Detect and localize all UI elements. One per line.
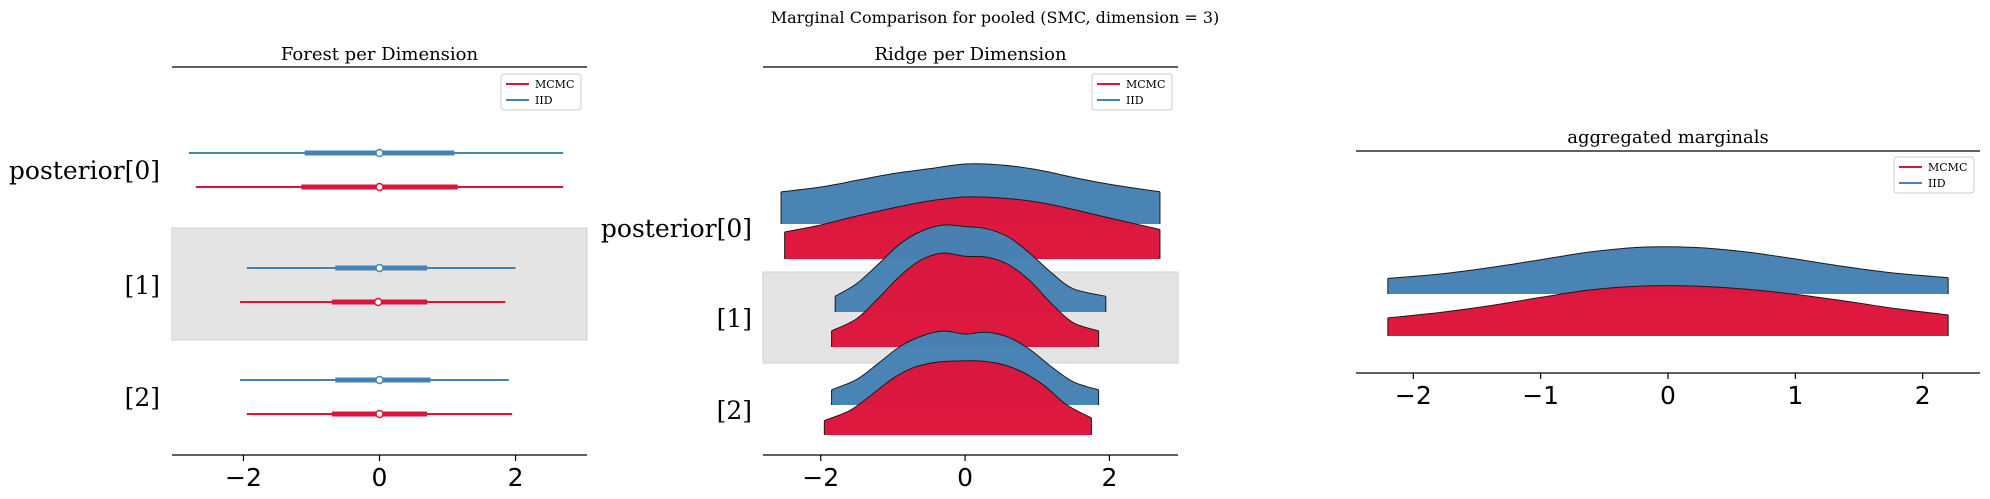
median-point-mcmc xyxy=(373,297,383,307)
ridge-panel: Ridge per Dimension −2 0 2 posterior[0] [1] [2… xyxy=(601,44,1179,492)
median-point-iid xyxy=(375,263,384,273)
forest-panel: Forest per Dimension −2 0 2 posterior[0] [1] [… xyxy=(9,44,588,492)
x-tick-label: 2 xyxy=(1915,381,1931,410)
ridge-outline-iid xyxy=(831,330,1099,391)
ridge-outline-iid xyxy=(780,163,1161,193)
aggregated-panel: aggregated marginals −2 −1 0 1 2 MCMC IID xyxy=(1356,127,1980,410)
ridge-outline-mcmc xyxy=(824,360,1092,421)
legend: MCMC IID xyxy=(500,73,582,111)
row-label: posterior[0] xyxy=(601,214,752,243)
x-tick-label: 0 xyxy=(372,463,388,492)
ridge-outline-mcmc xyxy=(1387,285,1949,319)
panel-title: aggregated marginals xyxy=(1567,127,1768,148)
figure-suptitle: Marginal Comparison for pooled (SMC, dim… xyxy=(771,8,1220,27)
shaded-row-band xyxy=(171,227,588,341)
x-tick-label: −2 xyxy=(225,463,262,492)
x-tick-label: −2 xyxy=(1395,381,1432,410)
ridge-outline-mcmc xyxy=(831,252,1099,332)
ridge-fill-mcmc xyxy=(824,360,1092,435)
x-tick-label: 2 xyxy=(1101,463,1117,492)
median-point-iid xyxy=(375,148,384,158)
legend-label-iid: IID xyxy=(1126,94,1144,107)
panel-title: Forest per Dimension xyxy=(281,44,479,65)
ridge-outline-iid xyxy=(834,224,1106,297)
x-tick-label: 0 xyxy=(957,463,973,492)
x-tick-label: 0 xyxy=(1660,381,1676,410)
row-label: [2] xyxy=(717,396,752,425)
ridge-fill-mcmc xyxy=(1387,285,1949,336)
panel-title: Ridge per Dimension xyxy=(874,44,1067,65)
legend-label-iid: IID xyxy=(535,94,553,107)
x-tick-label: −1 xyxy=(1522,381,1559,410)
ridge-outline-mcmc xyxy=(784,196,1161,233)
ridge-fill-mcmc xyxy=(831,252,1099,347)
legend-label-mcmc: MCMC xyxy=(535,78,574,91)
x-tick-label: 2 xyxy=(508,463,524,492)
legend-label-mcmc: MCMC xyxy=(1928,161,1967,174)
median-point-mcmc xyxy=(375,409,384,419)
median-point-mcmc xyxy=(375,182,384,192)
legend-label-mcmc: MCMC xyxy=(1126,78,1165,91)
row-label: [2] xyxy=(125,383,160,412)
ridge-fill-iid xyxy=(1387,246,1949,294)
row-label: [1] xyxy=(717,304,752,333)
legend: MCMC IID xyxy=(1091,73,1173,111)
legend: MCMC IID xyxy=(1893,156,1975,194)
ridge-outline-iid xyxy=(1387,246,1949,279)
median-point-iid xyxy=(375,375,384,385)
x-tick-label: 1 xyxy=(1787,381,1803,410)
row-label: [1] xyxy=(125,271,160,300)
row-label: posterior[0] xyxy=(9,156,160,185)
legend-label-iid: IID xyxy=(1928,177,1946,190)
x-tick-label: −2 xyxy=(802,463,839,492)
